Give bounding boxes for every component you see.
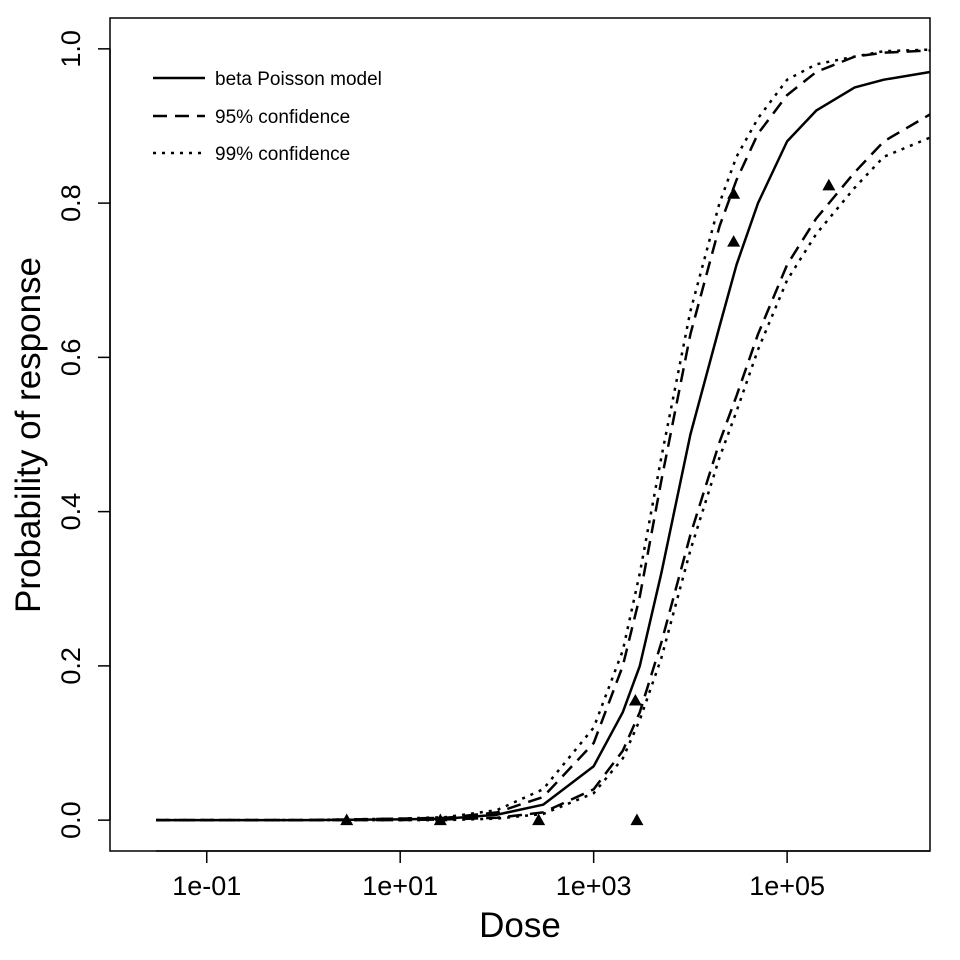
legend: beta Poisson model 95% confidence 99% co… [153, 69, 382, 165]
x-axis-title: Dose [479, 906, 561, 945]
y-tick-label: 0.0 [56, 801, 86, 839]
y-axis-title: Probability of response [9, 257, 48, 613]
legend-label-99: 99% confidence [215, 144, 350, 165]
legend-label-model: beta Poisson model [215, 69, 382, 90]
y-tick-label: 0.4 [56, 493, 86, 531]
series-line-0 [156, 70, 931, 822]
y-axis: 0.0 0.2 0.4 0.6 0.8 1.0 [56, 30, 111, 839]
x-tick-label: 1e+03 [556, 871, 632, 901]
data-point [630, 813, 644, 826]
data-point [822, 178, 836, 191]
series-line-1 [156, 49, 931, 822]
data-point [532, 813, 546, 826]
series-line-2 [156, 113, 931, 822]
legend-label-95: 95% confidence [215, 107, 350, 128]
data-point [727, 187, 741, 199]
y-tick-label: 0.2 [56, 647, 86, 685]
y-tick-label: 1.0 [56, 30, 86, 68]
x-tick-label: 1e-01 [172, 871, 241, 901]
data-point [727, 235, 741, 247]
observed-points [340, 178, 836, 826]
plot-frame [109, 17, 931, 852]
x-tick-label: 1e+01 [362, 871, 438, 901]
model-curves [156, 48, 931, 822]
data-point [628, 693, 642, 706]
data-point [433, 813, 447, 826]
series-line-4 [156, 136, 931, 822]
data-point [340, 813, 354, 826]
x-axis: 1e-01 1e+01 1e+03 1e+05 [156, 850, 930, 901]
series-line-3 [156, 48, 931, 822]
x-tick-label: 1e+05 [749, 871, 825, 901]
y-tick-label: 0.6 [56, 339, 86, 377]
y-tick-label: 0.8 [56, 184, 86, 222]
